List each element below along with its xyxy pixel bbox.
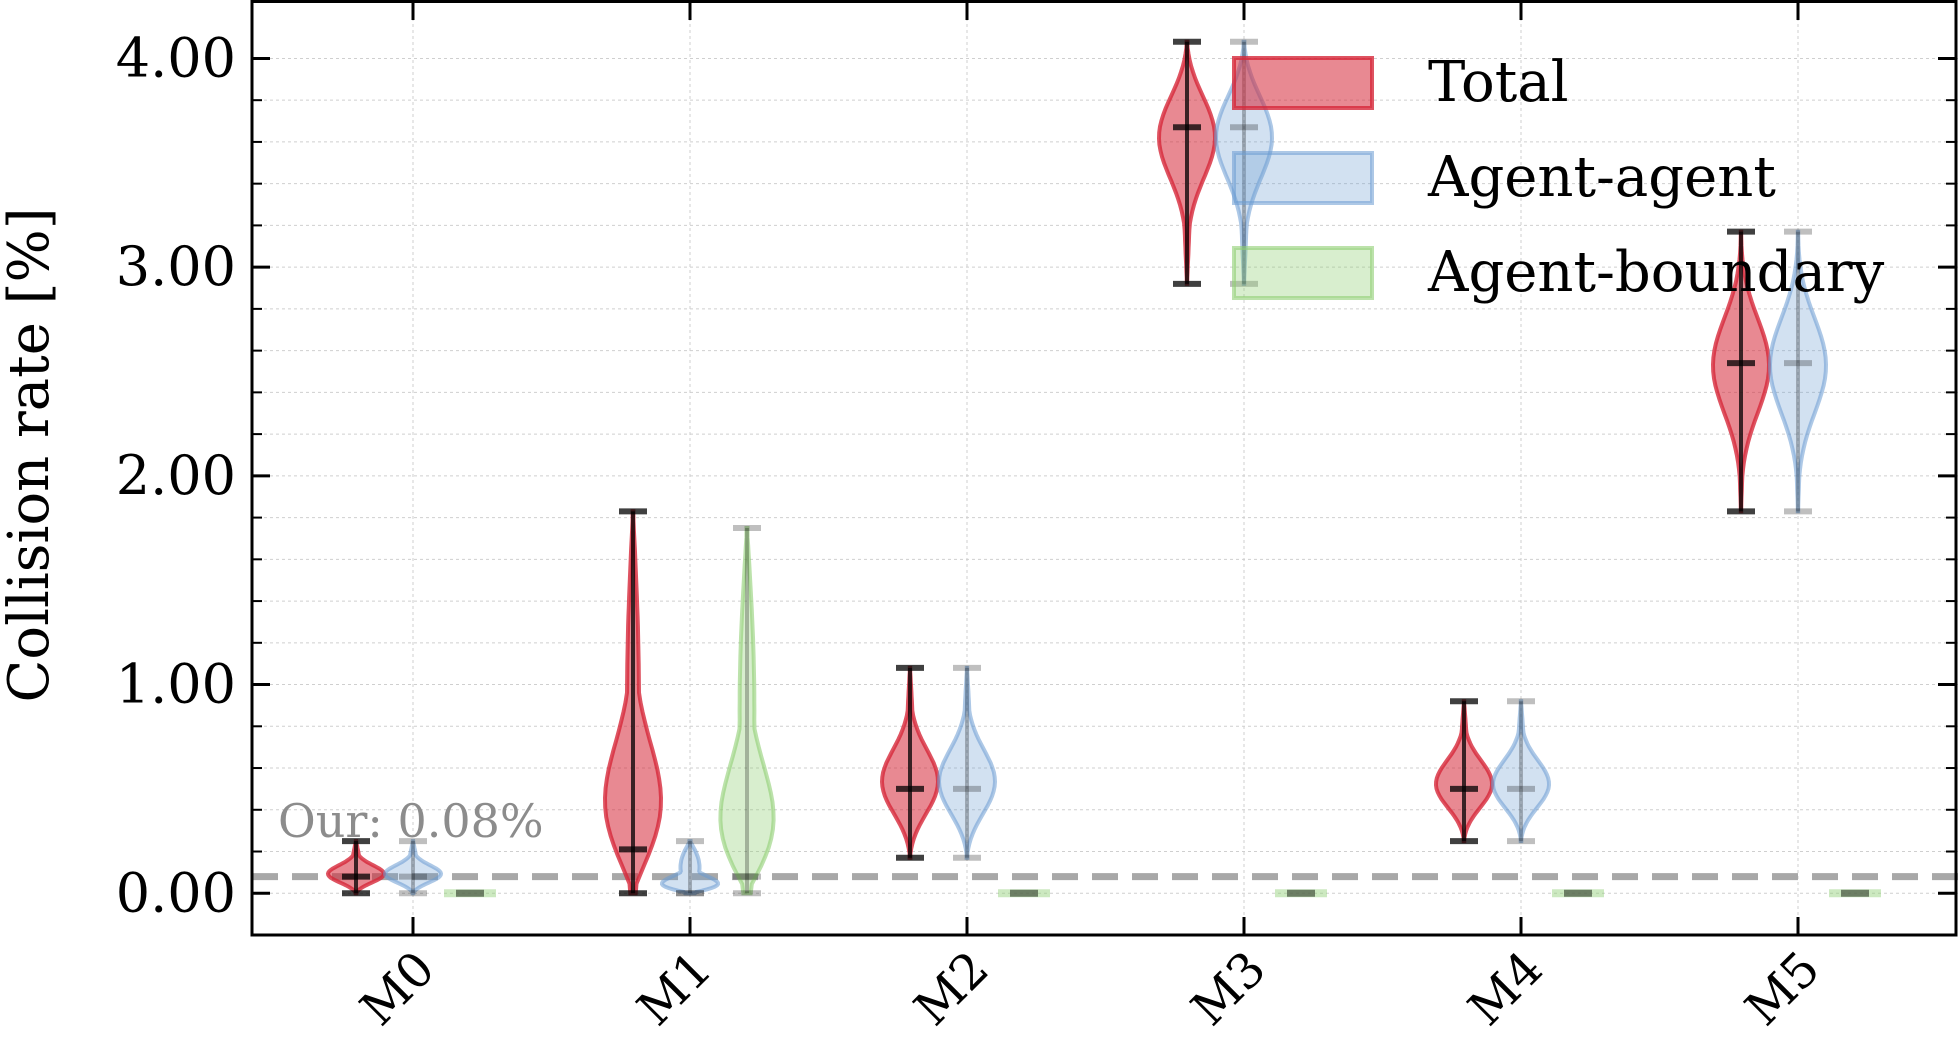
- violin-body: [659, 839, 721, 896]
- reference-line-label: Our: 0.08%: [278, 794, 544, 848]
- x-tick-label: M1: [627, 941, 723, 1037]
- violin-agent-agent-m4: [1490, 698, 1552, 845]
- y-tick-labels: 0.00 1.00 2.00 3.00 4.00: [116, 26, 236, 924]
- legend-swatch-0: [1232, 56, 1374, 110]
- violins-group: [325, 38, 1881, 898]
- violin-agent-agent-m2: [936, 664, 998, 861]
- violin-body: [1767, 229, 1829, 514]
- violin-agent-boundary-m1: [718, 525, 776, 897]
- violin-total-m4: [1433, 698, 1495, 845]
- violin-total-m5: [1710, 228, 1772, 515]
- x-tick-label: M2: [904, 941, 1000, 1037]
- y-tick-label: 2.00: [116, 444, 236, 507]
- legend: Total Agent-agent Agent-boundary: [1232, 50, 1885, 305]
- violin-agent-agent-m5: [1767, 228, 1829, 515]
- plot-frame: [250, 0, 1958, 937]
- legend-swatch-1: [1232, 151, 1374, 205]
- x-tick-label: M3: [1181, 941, 1277, 1037]
- axis-ticks: [252, 2, 1956, 935]
- y-tick-label: 1.00: [116, 653, 236, 716]
- legend-label-2: Agent-boundary: [1427, 240, 1885, 305]
- x-tick-label: M0: [350, 941, 446, 1037]
- violin-body: [382, 839, 444, 896]
- x-tick-label: M5: [1735, 941, 1831, 1037]
- violin-total-m0: [325, 838, 387, 897]
- legend-swatch-2: [1232, 246, 1374, 300]
- violin-total-m1: [602, 508, 664, 897]
- violin-body: [936, 665, 998, 860]
- violin-total-m2: [879, 664, 941, 861]
- legend-label-1: Agent-agent: [1427, 145, 1776, 210]
- y-tick-label: 0.00: [116, 861, 236, 924]
- x-tick-label: M4: [1458, 941, 1554, 1037]
- y-tick-label: 3.00: [116, 235, 236, 298]
- violin-body: [718, 526, 776, 896]
- violin-agent-agent-m0: [382, 838, 444, 897]
- violin-total-m3: [1156, 38, 1218, 287]
- legend-label-0: Total: [1428, 50, 1569, 115]
- violin-body: [1490, 699, 1552, 844]
- y-tick-label: 4.00: [116, 26, 236, 89]
- x-tick-labels: M0 M1 M2 M3 M4 M5: [350, 941, 1831, 1037]
- grid-lines: [252, 0, 1958, 935]
- violin-agent-agent-m1: [659, 838, 721, 897]
- y-axis-label: Collision rate [%]: [0, 207, 62, 702]
